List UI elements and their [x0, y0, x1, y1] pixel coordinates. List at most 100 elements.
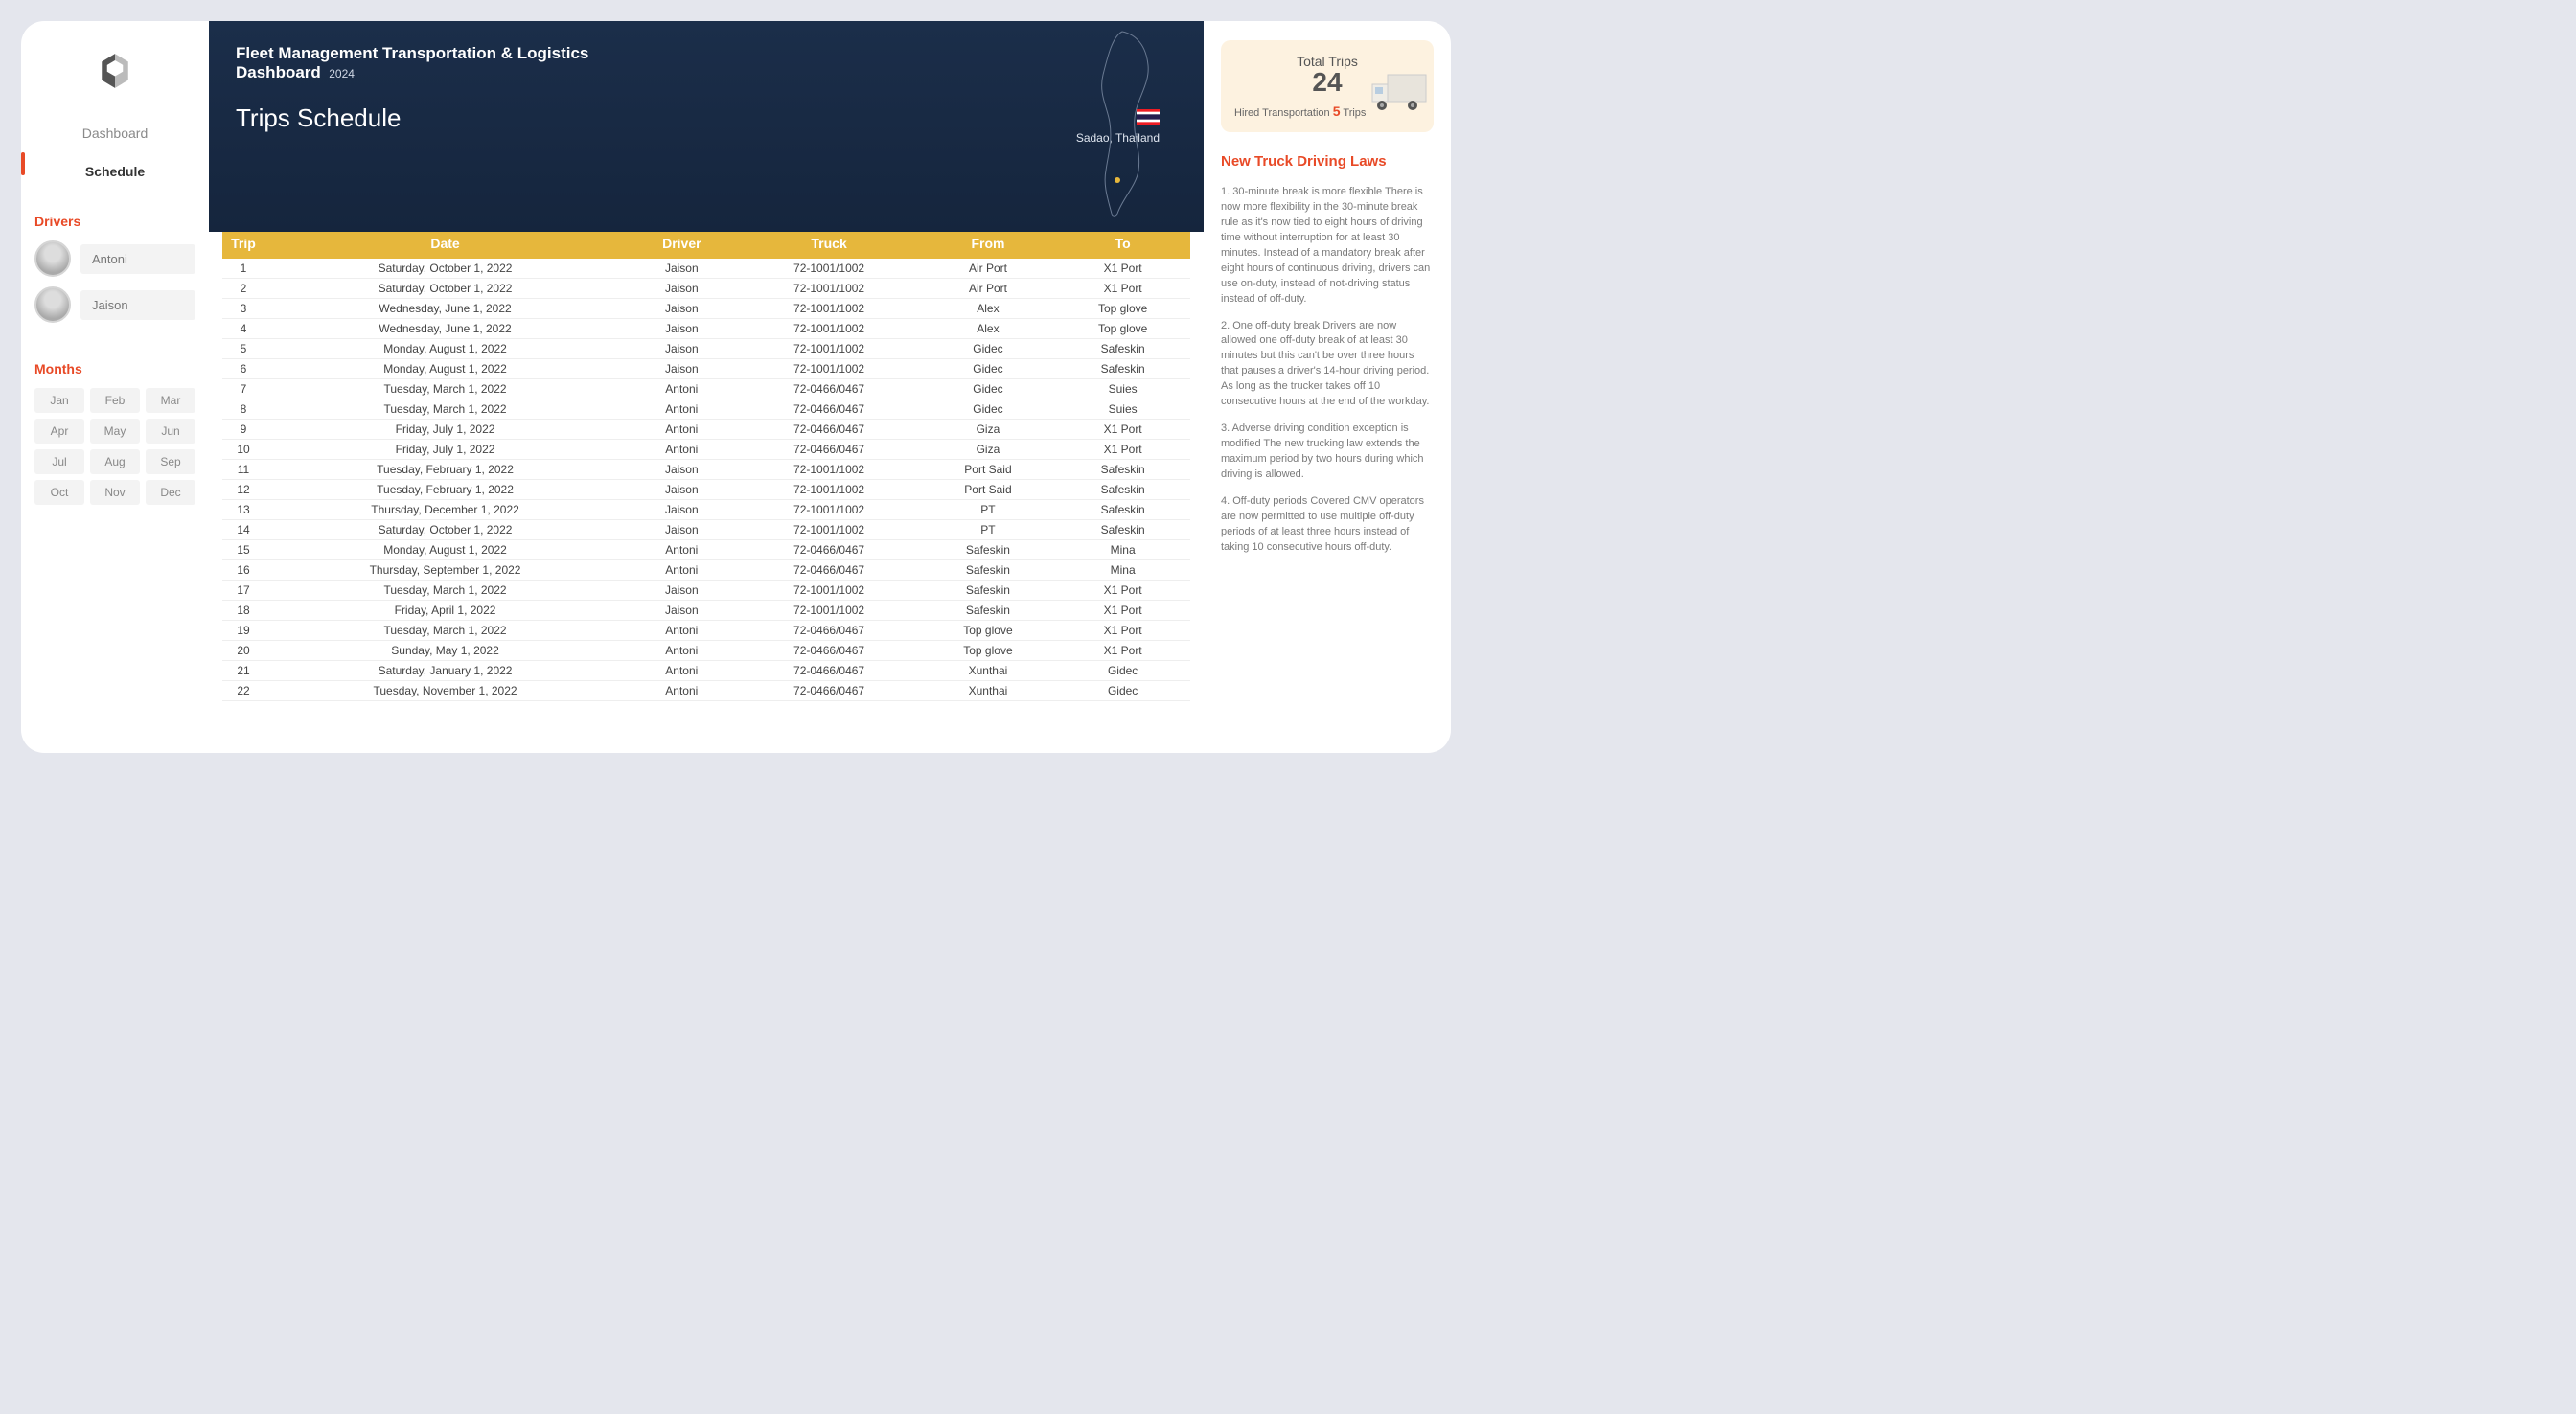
month-oct[interactable]: Oct [34, 480, 84, 505]
table-cell: Antoni [626, 399, 737, 420]
table-row[interactable]: 13Thursday, December 1, 2022Jaison72-100… [222, 500, 1190, 520]
table-cell: Gidec [1055, 681, 1190, 701]
table-cell: 17 [222, 581, 264, 601]
law-paragraph: 2. One off-duty break Drivers are now al… [1221, 319, 1434, 411]
drivers-title: Drivers [34, 214, 196, 229]
table-cell: 16 [222, 560, 264, 581]
table-cell: Jaison [626, 359, 737, 379]
table-cell: X1 Port [1055, 601, 1190, 621]
table-cell: Safeskin [1055, 520, 1190, 540]
table-cell: 72-0466/0467 [738, 560, 921, 581]
table-cell: Safeskin [1055, 460, 1190, 480]
table-cell: Jaison [626, 259, 737, 279]
column-header: To [1055, 228, 1190, 259]
table-cell: Air Port [921, 279, 1056, 299]
table-cell: 12 [222, 480, 264, 500]
table-row[interactable]: 18Friday, April 1, 2022Jaison72-1001/100… [222, 601, 1190, 621]
table-cell: Tuesday, March 1, 2022 [264, 621, 626, 641]
table-row[interactable]: 8Tuesday, March 1, 2022Antoni72-0466/046… [222, 399, 1190, 420]
table-cell: Gidec [921, 339, 1056, 359]
table-row[interactable]: 22Tuesday, November 1, 2022Antoni72-0466… [222, 681, 1190, 701]
table-row[interactable]: 4Wednesday, June 1, 2022Jaison72-1001/10… [222, 319, 1190, 339]
laws-body: 1. 30-minute break is more flexible Ther… [1221, 185, 1434, 556]
avatar [34, 240, 71, 277]
table-cell: Gidec [921, 399, 1056, 420]
table-row[interactable]: 15Monday, August 1, 2022Antoni72-0466/04… [222, 540, 1190, 560]
table-row[interactable]: 16Thursday, September 1, 2022Antoni72-04… [222, 560, 1190, 581]
table-row[interactable]: 6Monday, August 1, 2022Jaison72-1001/100… [222, 359, 1190, 379]
table-cell: 11 [222, 460, 264, 480]
table-cell: 4 [222, 319, 264, 339]
table-row[interactable]: 20Sunday, May 1, 2022Antoni72-0466/0467T… [222, 641, 1190, 661]
driver-row[interactable]: Jaison [34, 286, 196, 323]
month-jan[interactable]: Jan [34, 388, 84, 413]
table-cell: Monday, August 1, 2022 [264, 540, 626, 560]
table-row[interactable]: 3Wednesday, June 1, 2022Jaison72-1001/10… [222, 299, 1190, 319]
month-sep[interactable]: Sep [146, 449, 196, 474]
drivers-section: Drivers Antoni Jaison [34, 214, 196, 332]
table-cell: 13 [222, 500, 264, 520]
month-apr[interactable]: Apr [34, 419, 84, 444]
table-cell: X1 Port [1055, 581, 1190, 601]
month-jun[interactable]: Jun [146, 419, 196, 444]
month-feb[interactable]: Feb [90, 388, 140, 413]
table-row[interactable]: 14Saturday, October 1, 2022Jaison72-1001… [222, 520, 1190, 540]
table-row[interactable]: 10Friday, July 1, 2022Antoni72-0466/0467… [222, 440, 1190, 460]
table-cell: X1 Port [1055, 259, 1190, 279]
nav-active-marker [21, 152, 25, 175]
table-cell: Alex [921, 299, 1056, 319]
table-cell: 72-1001/1002 [738, 500, 921, 520]
nav-dashboard[interactable]: Dashboard [34, 118, 196, 148]
table-cell: Jaison [626, 339, 737, 359]
table-row[interactable]: 5Monday, August 1, 2022Jaison72-1001/100… [222, 339, 1190, 359]
table-cell: Air Port [921, 259, 1056, 279]
table-row[interactable]: 11Tuesday, February 1, 2022Jaison72-1001… [222, 460, 1190, 480]
month-aug[interactable]: Aug [90, 449, 140, 474]
table-cell: 9 [222, 420, 264, 440]
table-cell: 7 [222, 379, 264, 399]
table-row[interactable]: 17Tuesday, March 1, 2022Jaison72-1001/10… [222, 581, 1190, 601]
right-panel: Total Trips 24 Hired Transportation 5 Tr… [1204, 21, 1451, 753]
table-cell: 72-0466/0467 [738, 379, 921, 399]
table-row[interactable]: 2Saturday, October 1, 2022Jaison72-1001/… [222, 279, 1190, 299]
month-may[interactable]: May [90, 419, 140, 444]
table-cell: 14 [222, 520, 264, 540]
table-row[interactable]: 12Tuesday, February 1, 2022Jaison72-1001… [222, 480, 1190, 500]
table-cell: 72-0466/0467 [738, 681, 921, 701]
page-title: Trips Schedule [236, 103, 1177, 133]
table-cell: 72-0466/0467 [738, 641, 921, 661]
table-cell: Giza [921, 420, 1056, 440]
table-cell: 72-1001/1002 [738, 339, 921, 359]
table-row[interactable]: 7Tuesday, March 1, 2022Antoni72-0466/046… [222, 379, 1190, 399]
sidebar: Dashboard Schedule Drivers Antoni Jaison… [21, 21, 209, 753]
table-row[interactable]: 19Tuesday, March 1, 2022Antoni72-0466/04… [222, 621, 1190, 641]
main: Fleet Management Transportation & Logist… [209, 21, 1204, 753]
table-row[interactable]: 9Friday, July 1, 2022Antoni72-0466/0467G… [222, 420, 1190, 440]
table-cell: Saturday, October 1, 2022 [264, 520, 626, 540]
table-cell: 72-1001/1002 [738, 279, 921, 299]
table-cell: Suies [1055, 379, 1190, 399]
month-jul[interactable]: Jul [34, 449, 84, 474]
table-cell: PT [921, 500, 1056, 520]
table-cell: 2 [222, 279, 264, 299]
table-cell: PT [921, 520, 1056, 540]
month-nov[interactable]: Nov [90, 480, 140, 505]
avatar [34, 286, 71, 323]
table-row[interactable]: 21Saturday, January 1, 2022Antoni72-0466… [222, 661, 1190, 681]
table-cell: Port Said [921, 460, 1056, 480]
table-row[interactable]: 1Saturday, October 1, 2022Jaison72-1001/… [222, 259, 1190, 279]
table-cell: 72-0466/0467 [738, 540, 921, 560]
table-cell: 72-1001/1002 [738, 460, 921, 480]
nav-schedule[interactable]: Schedule [34, 156, 196, 187]
driver-row[interactable]: Antoni [34, 240, 196, 277]
month-dec[interactable]: Dec [146, 480, 196, 505]
table-cell: X1 Port [1055, 440, 1190, 460]
table-cell: Xunthai [921, 661, 1056, 681]
table-cell: Top glove [921, 641, 1056, 661]
nav: Dashboard Schedule [34, 118, 196, 187]
table-cell: Jaison [626, 299, 737, 319]
column-header: Truck [738, 228, 921, 259]
month-mar[interactable]: Mar [146, 388, 196, 413]
table-cell: Antoni [626, 661, 737, 681]
table-cell: Antoni [626, 560, 737, 581]
